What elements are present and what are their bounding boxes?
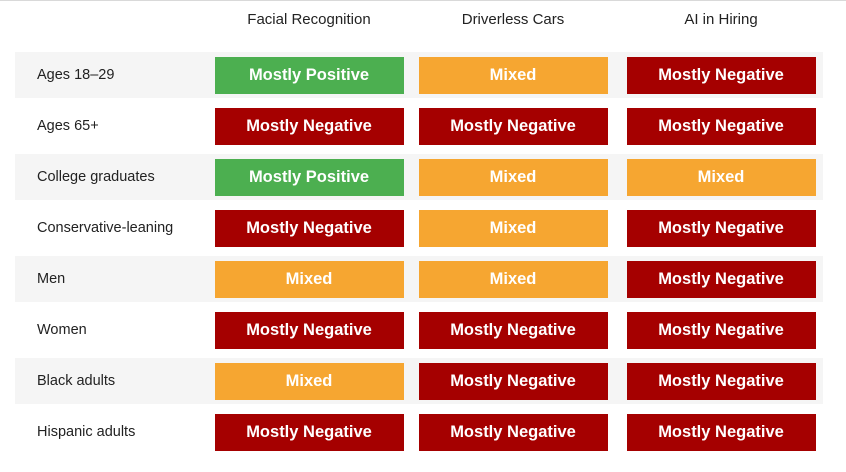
table-row: Men Mixed Mixed Mostly Negative <box>15 256 823 302</box>
rating-cell: Mixed <box>418 159 608 196</box>
rating-cell: Mixed <box>418 210 608 247</box>
rating-cell: Mixed <box>626 159 816 196</box>
rating-cell: Mostly Positive <box>214 159 404 196</box>
rating-cell: Mixed <box>418 57 608 94</box>
rating-cell: Mostly Negative <box>214 210 404 247</box>
row-label: Men <box>37 271 66 287</box>
table-row: Hispanic adults Mostly Negative Mostly Neg… <box>15 409 823 455</box>
rating-cell: Mostly Negative <box>418 414 608 451</box>
rating-cell: Mostly Negative <box>214 312 404 349</box>
row-label: Black adults <box>37 373 116 389</box>
rating-cell: Mostly Positive <box>214 57 404 94</box>
rating-cell: Mostly Negative <box>418 108 608 145</box>
rating-cell: Mostly Negative <box>418 312 608 349</box>
rating-cell: Mixed <box>418 261 608 298</box>
row-label: Ages 18–29 <box>37 67 115 83</box>
table-row: Ages 65+ Mostly Negative Mostly Negative Mo… <box>15 103 823 149</box>
column-header: Driverless Cars <box>461 11 565 28</box>
rating-cell: Mostly Negative <box>214 414 404 451</box>
row-label: College graduates <box>37 169 155 185</box>
rating-cell: Mostly Negative <box>626 363 816 400</box>
row-label: Conservative-leaning <box>37 220 174 236</box>
row-label: Women <box>37 322 87 338</box>
table-row: College graduates Mostly Positive Mixed Mix… <box>15 154 823 200</box>
table-row: Black adults Mixed Mostly Negative Mostly N… <box>15 358 823 404</box>
column-header: Facial Recognition <box>247 11 371 28</box>
rating-cell: Mostly Negative <box>626 261 816 298</box>
table-row: Women Mostly Negative Mostly Negative Mostl… <box>15 307 823 353</box>
table-row: Ages 18–29 Mostly Positive Mixed Mostly Neg… <box>15 52 823 98</box>
rating-cell: Mostly Negative <box>626 210 816 247</box>
rating-cell: Mostly Negative <box>626 312 816 349</box>
rating-cell: Mixed <box>214 363 404 400</box>
row-label: Hispanic adults <box>37 424 136 440</box>
rating-cell: Mostly Negative <box>626 57 816 94</box>
rating-cell: Mostly Negative <box>626 414 816 451</box>
rating-cell: Mostly Negative <box>626 108 816 145</box>
rating-cell: Mostly Negative <box>214 108 404 145</box>
table-row: Conservative-leaning Mostly Negative Mixed… <box>15 205 823 251</box>
row-label: Ages 65+ <box>37 118 99 134</box>
rating-cell: Mostly Negative <box>418 363 608 400</box>
column-header: AI in Hiring <box>684 11 758 28</box>
rating-cell: Mixed <box>214 261 404 298</box>
